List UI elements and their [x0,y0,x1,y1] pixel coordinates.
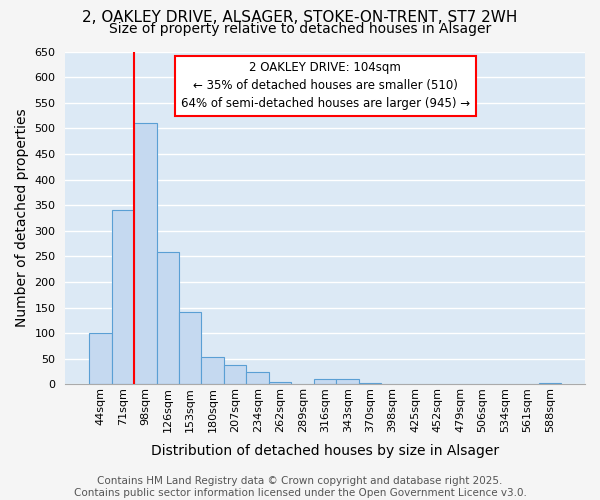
Y-axis label: Number of detached properties: Number of detached properties [15,108,29,328]
Bar [539,383,562,384]
Bar [359,383,382,384]
Bar [337,380,359,384]
Bar [179,312,202,384]
Bar [157,252,179,384]
Text: 2, OAKLEY DRIVE, ALSAGER, STOKE-ON-TRENT, ST7 2WH: 2, OAKLEY DRIVE, ALSAGER, STOKE-ON-TRENT… [82,10,518,25]
Bar [224,365,247,384]
Bar [247,372,269,384]
Bar [89,334,112,384]
Bar [314,380,337,384]
Text: 2 OAKLEY DRIVE: 104sqm
← 35% of detached houses are smaller (510)
64% of semi-de: 2 OAKLEY DRIVE: 104sqm ← 35% of detached… [181,62,470,110]
Text: Contains HM Land Registry data © Crown copyright and database right 2025.
Contai: Contains HM Land Registry data © Crown c… [74,476,526,498]
Bar [112,210,134,384]
Bar [269,382,292,384]
Bar [202,358,224,384]
Text: Size of property relative to detached houses in Alsager: Size of property relative to detached ho… [109,22,491,36]
X-axis label: Distribution of detached houses by size in Alsager: Distribution of detached houses by size … [151,444,499,458]
Bar [134,123,157,384]
